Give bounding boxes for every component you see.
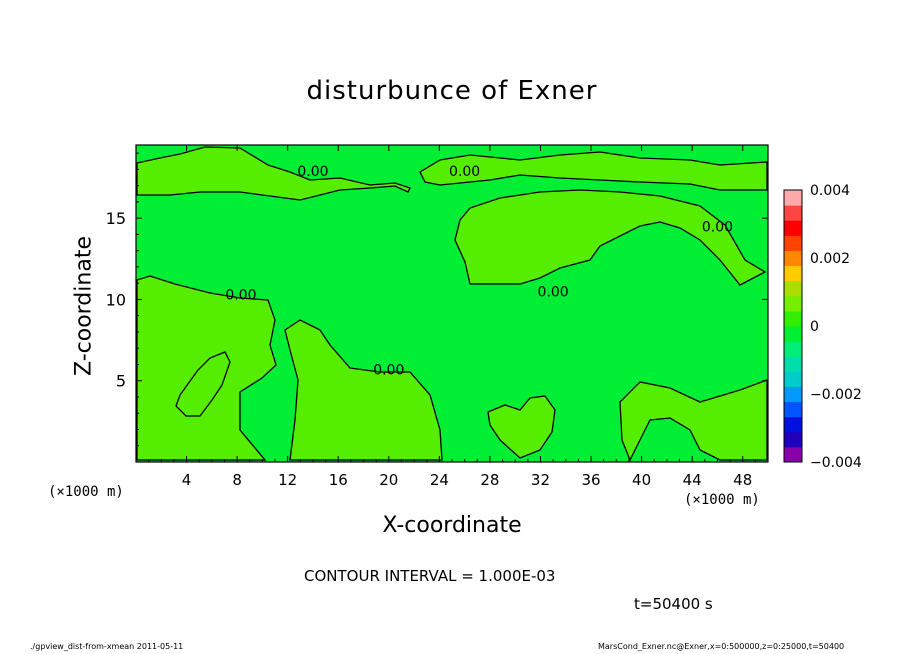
x-tick-label: 32 [531,471,550,489]
contour-labels: 0.00 0.00 0.00 0.00 0.00 0.00 [225,164,733,378]
colorbar: 0.004 0.002 0 −0.002 −0.004 [783,183,862,471]
colorbar-swatch [784,431,802,448]
colorbar-swatch [784,295,802,312]
contour-label: 0.00 [373,362,404,378]
x-unit-label-right: (×1000 m) [684,492,760,508]
footer-file-info: MarsCond_Exner.nc@Exner,x=0:500000,z=0:2… [598,642,845,651]
y-tick-label: 15 [106,209,126,228]
colorbar-swatch [784,401,802,418]
region-center-low [284,319,443,461]
colorbar-swatch [784,280,802,297]
time-note: t=50400 s [634,595,713,613]
x-axis-ticks: 4 8 12 16 20 24 28 32 36 40 44 48 [148,145,756,489]
x-tick-label: 24 [430,471,449,489]
colorbar-swatch [784,371,802,387]
region-top-center [419,151,768,191]
colorbar-swatch [784,356,802,372]
y-tick-label: 5 [116,372,126,391]
region-top-left [136,146,411,201]
colorbar-swatch [784,310,802,327]
x-tick-label: 20 [379,471,398,489]
colorbar-tick-label: 0 [810,319,819,335]
colorbar-swatch [784,250,802,267]
region-right-low [619,379,768,462]
colorbar-swatch [784,265,802,282]
colorbar-swatch [784,235,802,251]
positive-regions [136,146,768,462]
footer-script-name: ./gpview_dist-from-xmean 2011-05-11 [30,642,184,651]
plot-area: 0.00 0.000.000.00 0.000.00 4 8 12 16 20 24 28 32 3… [106,144,769,489]
contour-label: 0.00 [449,164,480,180]
y-axis-label: Z-coordinate [71,236,97,376]
chart-title: disturbunce of Exner [306,76,598,106]
colorbar-swatch [784,386,802,403]
contour-label: 0.00 [225,288,256,304]
colorbar-swatch [784,220,802,236]
x-tick-label: 8 [232,471,242,489]
x-tick-label: 40 [632,471,651,489]
x-tick-label: 48 [733,471,752,489]
x-tick-label: 28 [480,471,499,489]
x-tick-label: 12 [278,471,297,489]
colorbar-swatch [784,190,802,206]
contour-label: 0.00 [538,284,569,300]
colorbar-frame [783,189,803,463]
colorbar-swatch [784,326,802,342]
region-center-right [487,395,556,459]
contour-label: 0.00 [702,219,733,235]
colorbar-tick-label: −0.002 [810,387,862,403]
x-tick-label: 4 [182,471,192,489]
colorbar-swatch [784,446,802,463]
x-unit-label-left: (×1000 m) [48,484,124,500]
y-axis-ticks: 5 10 15 [106,152,768,447]
region-left-island [175,351,231,417]
contour-label: 0.00 [297,164,328,180]
contour-interval-note: CONTOUR INTERVAL = 1.000E-03 [304,567,556,585]
colorbar-tick-label: 0.002 [810,251,850,267]
colorbar-swatch [784,205,802,221]
x-tick-label: 44 [683,471,702,489]
x-tick-label: 36 [581,471,600,489]
region-right-bulge [454,189,767,286]
colorbar-swatch [784,341,802,357]
colorbar-swatch [784,416,802,433]
x-tick-label: 16 [329,471,348,489]
y-tick-label: 10 [106,290,126,309]
colorbar-tick-label: 0.004 [810,183,850,199]
x-axis-label: X-coordinate [382,513,522,538]
colorbar-tick-label: −0.004 [810,455,862,471]
